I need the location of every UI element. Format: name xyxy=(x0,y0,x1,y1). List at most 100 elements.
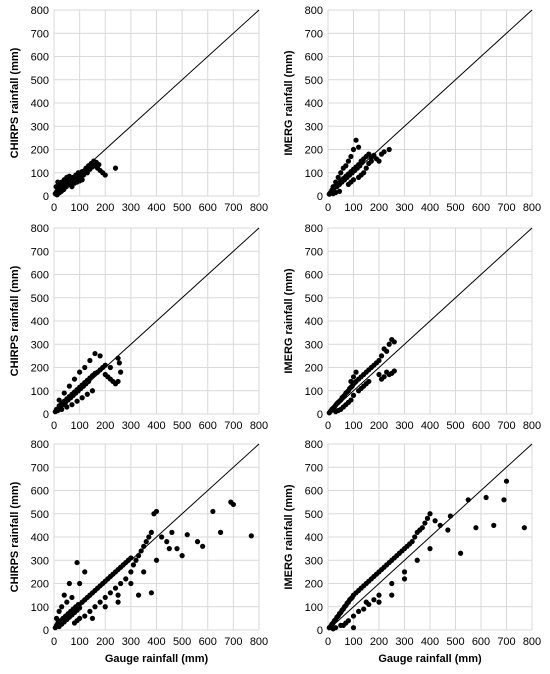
y-tick-label: 800 xyxy=(305,5,323,17)
y-tick-label: 400 xyxy=(305,316,323,328)
data-point xyxy=(82,613,88,619)
data-point xyxy=(63,184,69,190)
data-point xyxy=(465,497,471,503)
x-tick-label: 700 xyxy=(497,420,515,432)
y-tick-label: 300 xyxy=(31,555,49,567)
data-point xyxy=(343,620,349,626)
data-point xyxy=(164,539,170,545)
data-point xyxy=(141,569,147,575)
data-point xyxy=(115,592,121,598)
data-point xyxy=(391,339,397,345)
x-tick-label: 300 xyxy=(395,202,413,214)
x-tick-label: 0 xyxy=(51,636,57,648)
data-point xyxy=(363,165,369,171)
y-tick-label: 200 xyxy=(31,579,49,591)
x-tick-label: 500 xyxy=(446,202,464,214)
data-point xyxy=(146,534,152,540)
data-point xyxy=(69,594,75,601)
y-tick-label: 500 xyxy=(305,509,323,521)
data-point xyxy=(384,348,390,354)
data-point xyxy=(353,137,359,143)
y-tick-label: 0 xyxy=(43,409,49,421)
x-tick-label: 100 xyxy=(344,202,362,214)
x-tick-label: 0 xyxy=(325,636,331,648)
data-point xyxy=(371,597,377,603)
data-point xyxy=(376,592,382,598)
x-tick-label: 600 xyxy=(199,202,217,214)
x-tick-label: 800 xyxy=(523,202,541,214)
data-point xyxy=(135,553,142,559)
one-to-one-line xyxy=(327,227,533,415)
x-tick-label: 800 xyxy=(250,202,268,214)
y-tick-label: 100 xyxy=(305,602,323,614)
x-tick-label: 400 xyxy=(147,636,165,648)
x-tick-label: 500 xyxy=(173,202,191,214)
data-point xyxy=(447,513,453,519)
x-tick-label: 100 xyxy=(70,636,88,648)
x-tick-label: 300 xyxy=(395,420,413,432)
data-point xyxy=(96,162,102,168)
data-point xyxy=(153,508,160,515)
data-point xyxy=(135,592,142,598)
y-axis-label: CHIRPS rainfall (mm) xyxy=(9,47,21,158)
y-tick-label: 700 xyxy=(31,28,49,40)
data-point xyxy=(376,357,382,364)
y-tick-label: 800 xyxy=(31,439,49,451)
data-point xyxy=(412,534,418,540)
x-tick-label: 800 xyxy=(523,636,541,648)
x-tick-label: 100 xyxy=(70,420,88,432)
data-point xyxy=(123,576,129,582)
y-tick-label: 400 xyxy=(305,98,323,110)
x-tick-label: 700 xyxy=(224,202,242,214)
data-point xyxy=(356,144,362,150)
y-tick-label: 500 xyxy=(305,75,323,87)
data-point xyxy=(333,179,339,185)
data-point xyxy=(64,599,70,605)
x-axis-label: Gauge rainfall (mm) xyxy=(378,653,482,665)
x-tick-label: 300 xyxy=(122,636,140,648)
data-point xyxy=(230,501,236,508)
data-point xyxy=(128,580,134,587)
data-point xyxy=(353,369,359,375)
data-point xyxy=(503,478,510,484)
x-tick-label: 100 xyxy=(344,636,362,648)
data-point xyxy=(153,557,160,563)
data-point xyxy=(473,525,479,531)
data-point xyxy=(59,604,65,610)
scatter-panel-3: 0 100 200 300 400 500 600 700 800 0 100 200 300 400 50… xyxy=(9,223,268,432)
data-point xyxy=(84,391,90,397)
data-point xyxy=(79,177,85,183)
data-point xyxy=(80,172,87,178)
data-point xyxy=(118,580,124,587)
data-point xyxy=(356,608,362,615)
data-point xyxy=(102,172,108,178)
data-point xyxy=(130,562,137,568)
y-tick-label: 100 xyxy=(31,168,49,180)
data-point xyxy=(74,398,80,404)
x-tick-label: 0 xyxy=(51,202,57,214)
data-point xyxy=(92,350,98,357)
data-point xyxy=(53,615,60,621)
data-point xyxy=(340,165,346,171)
data-point xyxy=(77,580,83,587)
data-point xyxy=(89,615,96,621)
data-point xyxy=(401,569,408,575)
y-tick-label: 200 xyxy=(31,145,49,157)
y-tick-label: 500 xyxy=(31,293,49,305)
y-tick-label: 0 xyxy=(317,625,323,637)
y-tick-label: 300 xyxy=(31,339,49,351)
data-point xyxy=(376,599,382,605)
x-tick-label: 200 xyxy=(96,420,114,432)
data-point xyxy=(64,178,70,184)
data-point xyxy=(133,557,139,563)
data-point xyxy=(194,539,201,545)
data-point xyxy=(348,378,354,385)
data-point xyxy=(389,592,395,598)
x-tick-label: 800 xyxy=(250,636,268,648)
x-tick-label: 0 xyxy=(325,420,331,432)
data-point xyxy=(348,153,354,160)
data-point xyxy=(386,341,392,347)
y-tick-label: 400 xyxy=(31,316,49,328)
data-point xyxy=(366,378,372,385)
data-point xyxy=(66,383,72,389)
